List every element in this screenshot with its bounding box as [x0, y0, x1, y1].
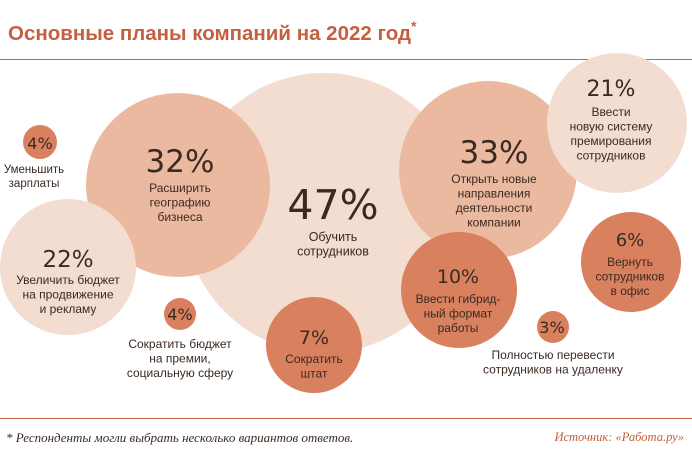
value-label-train-staff: 47% — [287, 181, 378, 229]
value-label-new-directions: 33% — [460, 135, 529, 171]
chart-title-text: Основные планы компаний на 2022 год — [8, 22, 412, 45]
value-label-reduce-salaries: 4% — [27, 134, 52, 153]
marker-cut-bonus-budget — [164, 298, 196, 330]
source-credit: Источник: «Работа.ру» — [554, 430, 684, 444]
category-label-cut-bonus-budget: Сократить бюджет на премии, социальную сфе… — [127, 337, 233, 380]
bottom-rule — [0, 418, 692, 419]
bubble-expand-geography — [86, 93, 270, 277]
chart-title: Основные планы компаний на 2022 год* — [8, 18, 416, 46]
marker-reduce-salaries — [23, 125, 57, 159]
bubble-new-directions — [399, 81, 577, 259]
value-label-return-to-office: 6% — [616, 230, 645, 251]
category-label-train-staff: Обучить сотрудников — [297, 230, 369, 259]
marker-full-remote — [537, 311, 569, 343]
footnote: * Респонденты могли выбрать несколько ва… — [6, 430, 354, 445]
bubble-new-bonus-system — [547, 53, 687, 193]
category-label-reduce-salaries: Уменьшить зарплаты — [4, 164, 64, 190]
value-label-new-bonus-system: 21% — [587, 77, 636, 102]
value-label-expand-geography: 32% — [146, 144, 215, 180]
category-label-cut-staff: Сократить штат — [285, 352, 343, 381]
top-rule — [0, 59, 692, 60]
category-label-promotion-budget: Увеличить бюджет на продвижение и рекламу — [16, 273, 120, 316]
bubble-cut-staff — [266, 297, 362, 393]
value-label-hybrid-format: 10% — [437, 266, 479, 288]
category-label-hybrid-format: Ввести гибрид-ный формат работы — [416, 292, 501, 335]
value-label-cut-bonus-budget: 4% — [167, 305, 192, 324]
value-label-full-remote: 3% — [539, 318, 564, 337]
category-label-new-directions: Открыть новые направления деятельности комп… — [451, 172, 537, 230]
value-label-cut-staff: 7% — [299, 327, 329, 349]
category-label-return-to-office: Вернуть сотрудников в офис — [596, 255, 665, 298]
category-label-expand-geography: Расширить географию бизнеса — [149, 181, 211, 224]
bubble-return-to-office — [581, 212, 681, 312]
chart-title-footnote-mark: * — [411, 18, 417, 34]
bubble-promotion-budget — [0, 199, 136, 335]
category-label-full-remote: Полностью перевести сотрудников на удален… — [483, 348, 623, 377]
bubble-hybrid-format — [401, 232, 517, 348]
category-label-new-bonus-system: Ввести новую систему премирования сотрудник… — [570, 105, 653, 163]
value-label-promotion-budget: 22% — [42, 247, 93, 273]
